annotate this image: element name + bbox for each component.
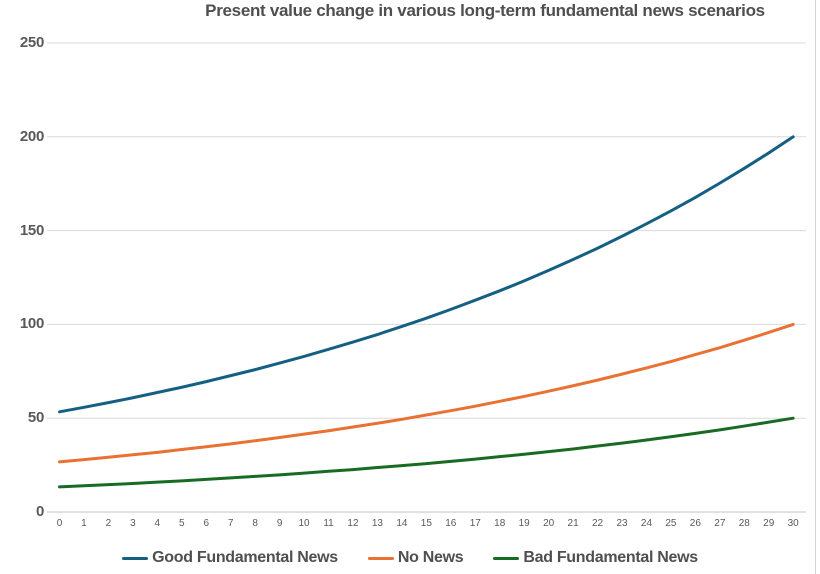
x-axis-tick-label: 11 [323,518,334,529]
legend-label: No News [397,549,464,566]
legend-line-icon [122,556,149,560]
x-axis-tick-label: 8 [252,518,258,529]
y-axis-tick-label: 200 [19,127,44,145]
x-axis-tick-label: 0 [56,518,63,529]
x-axis-tick-label: 21 [567,518,579,529]
x-axis-tick-label: 13 [371,518,383,529]
x-axis-tick-label: 28 [738,518,750,529]
series-line-no-news[interactable] [58,322,795,464]
x-axis-tick-label: 20 [543,518,555,529]
x-axis-tick-label: 29 [763,518,775,529]
legend-item-no-news[interactable]: No News [367,549,464,567]
x-axis-tick-label: 7 [227,518,234,529]
x-axis-tick-label: 23 [616,518,628,529]
x-axis-tick-label: 14 [396,518,408,529]
y-axis-tick-label: 250 [19,34,44,51]
x-axis-tick-label: 17 [469,518,481,529]
series-line-bad-fundamental-news[interactable] [58,416,795,489]
chart-title: Present value change in various long-ter… [205,1,765,20]
x-axis-tick-label: 15 [420,518,432,529]
x-axis-tick-label: 12 [347,518,359,529]
x-axis-tick-label: 19 [518,518,530,529]
x-axis-tick-label: 24 [640,518,653,529]
x-axis-tick-label: 30 [787,518,799,529]
legend-label: Good Fundamental News [152,549,338,566]
legend-label: Bad Fundamental News [523,549,698,566]
x-axis-tick-label: 1 [81,518,87,529]
legend-line-icon [493,556,520,560]
x-axis-tick-label: 2 [105,518,112,529]
x-axis-tick-label: 18 [494,518,506,529]
series-line-good-fundamental-news[interactable] [58,135,795,414]
x-axis-tick-label: 22 [591,518,604,529]
right-border-divider [815,0,816,574]
x-axis-tick-label: 10 [298,518,310,529]
x-axis-tick-label: 27 [714,518,726,529]
x-axis-tick-label: 4 [154,518,161,529]
chart-legend: Good Fundamental News No News Bad Fundamen… [0,543,820,573]
x-axis-tick-label: 3 [130,518,136,529]
x-axis-tick-label: 9 [276,518,283,529]
legend-item-good-fundamental-news[interactable]: Good Fundamental News [122,549,338,567]
x-axis-tick-label: 26 [689,518,701,529]
y-axis-tick-label: 0 [35,503,44,520]
y-axis-tick-label: 50 [27,409,44,427]
x-axis-tick-label: 25 [665,518,677,529]
x-axis-tick-label: 5 [179,518,185,529]
y-axis-tick-label: 100 [19,315,44,333]
legend-line-icon [367,556,394,560]
y-axis-tick-label: 150 [19,221,44,239]
x-axis-tick-label: 6 [203,518,210,529]
legend-item-bad-fundamental-news[interactable]: Bad Fundamental News [493,549,698,567]
x-axis-tick-label: 16 [445,518,457,529]
